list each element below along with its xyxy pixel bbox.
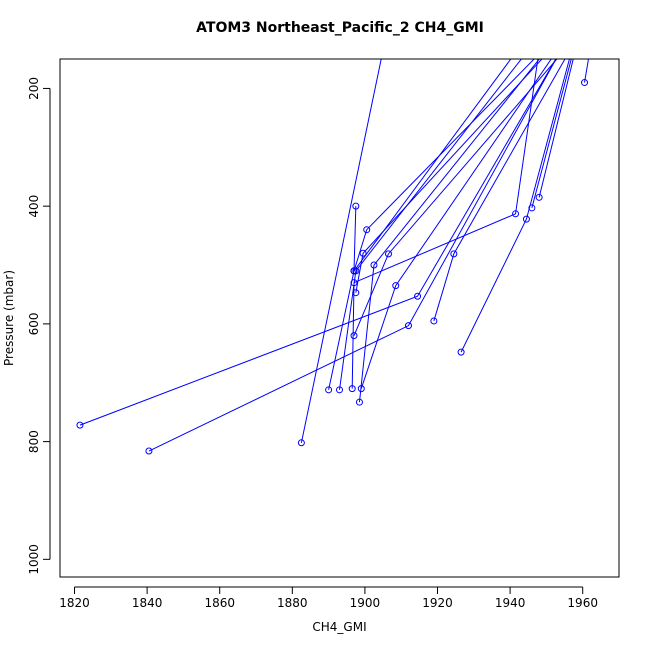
series-line-5 [351,59,539,389]
data-point [450,250,458,258]
data-point [569,47,575,53]
data-point [348,385,356,393]
data-point [76,421,84,429]
data-point [145,447,153,455]
data-point [430,317,438,325]
x-tick-label: 1900 [350,596,381,610]
data-point [547,47,553,53]
data-point [350,332,358,340]
data-point [525,47,531,53]
data-point [355,398,363,406]
x-tick-label: 1960 [567,596,598,610]
data-point [512,210,520,218]
series-line-14 [531,59,572,209]
x-axis-title: CH4_GMI [312,620,366,634]
series-line-13 [460,59,570,353]
y-tick-label: 800 [27,430,41,453]
data-point [535,193,543,201]
data-point [336,386,343,394]
y-tick-label: 200 [27,77,41,100]
data-point [514,47,520,53]
y-tick-label: 1000 [27,544,41,575]
data-point [587,47,593,53]
series-line-15 [538,59,574,198]
data-point [567,47,573,53]
data-point [297,439,305,447]
data-point [380,47,386,53]
chart-title: ATOM3 Northeast_Pacific_2 CH4_GMI [196,20,484,36]
y-axis-title: Pressure (mbar) [2,270,16,366]
data-point [325,386,333,394]
data-point [457,348,465,356]
data-point [370,261,378,269]
data-point [392,282,400,290]
x-tick-label: 1880 [277,596,308,610]
series-line-9 [355,59,543,293]
y-tick-label: 400 [27,195,41,218]
data-point [543,47,549,53]
data-point [562,47,568,53]
data-point [572,47,578,53]
series-line-2 [300,59,382,443]
data-point [540,47,546,53]
x-tick-label: 1820 [59,596,90,610]
y-tick-label: 600 [27,312,41,335]
series-line-1 [148,59,557,452]
data-point [352,289,360,297]
x-tick-label: 1840 [132,596,163,610]
x-tick-label: 1860 [204,596,235,610]
series-line-11 [353,206,357,271]
data-point [571,47,577,53]
series-line-0 [79,59,557,426]
data-point [536,47,542,53]
data-point [581,79,589,87]
series-line-8 [353,59,558,336]
data-point [558,47,564,53]
series-line-7 [360,59,552,389]
data-point [528,204,536,212]
data-point [522,215,530,223]
data-point [558,47,564,53]
data-point [357,385,365,393]
data-point [352,267,360,275]
data-point [350,279,358,287]
data-point [359,249,367,257]
data-point [554,47,560,53]
series-line-6 [358,59,540,403]
series-line-12 [433,59,566,322]
data-point [385,250,393,258]
series-line-10 [353,59,535,272]
data-point [352,202,360,210]
x-tick-label: 1940 [495,596,526,610]
data-point [363,226,371,234]
x-tick-label: 1920 [422,596,453,610]
series-line-16 [584,59,589,83]
data-point [404,322,412,330]
data-point [414,292,422,300]
plot-frame [59,58,620,578]
data-point [350,267,358,275]
